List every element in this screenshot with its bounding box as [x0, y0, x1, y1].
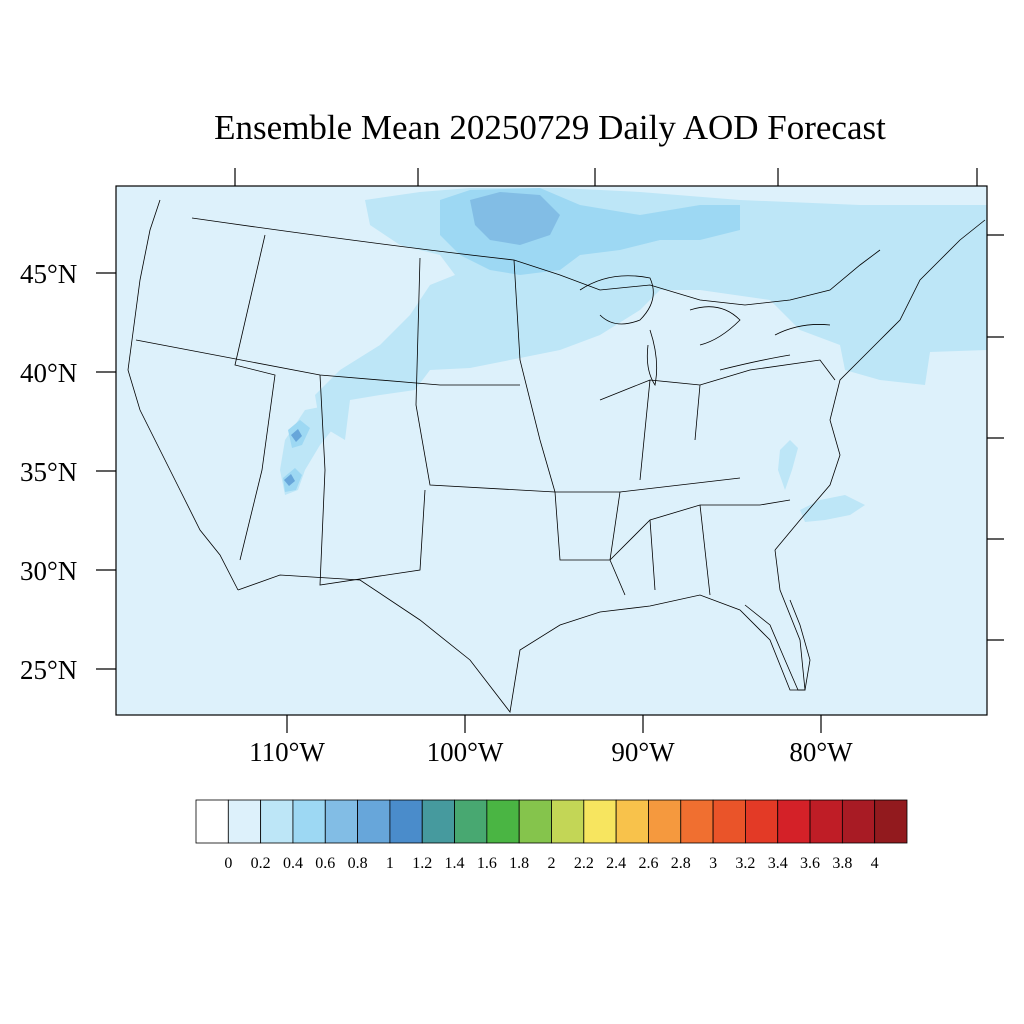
lat-label: 40°N — [20, 358, 77, 388]
colorbar-box — [195, 799, 229, 844]
colorbar — [195, 799, 908, 844]
colorbar-tick-label: 2.2 — [574, 855, 594, 872]
us-canada-border — [191, 217, 881, 306]
state-line-ohio-valley — [599, 359, 836, 401]
aod-plume-layer — [280, 188, 987, 522]
lon-label: 80°W — [789, 737, 853, 767]
colorbar-box — [680, 799, 714, 844]
aod-plume-southeast — [800, 495, 865, 522]
colorbar-tick-label: 0.6 — [315, 855, 335, 872]
colorbar-tick-label: 2.8 — [671, 855, 691, 872]
colorbar-tick-label: 3.4 — [768, 855, 788, 872]
colorbar-box — [454, 799, 488, 844]
aod-plume-mn-max — [470, 192, 560, 245]
colorbar-tick-label: 0.8 — [348, 855, 368, 872]
colorbar-box — [583, 799, 617, 844]
colorbar-tick-label: 3.6 — [800, 855, 820, 872]
colorbar-tick-label: 3 — [709, 855, 717, 872]
pacific-coast — [127, 199, 239, 591]
colorbar-tick-label: 3.8 — [832, 855, 852, 872]
top-ticks — [234, 168, 978, 186]
colorbar-box — [874, 799, 908, 844]
left-ticks — [96, 272, 116, 670]
colorbar-box — [518, 799, 552, 844]
great-lakes — [579, 275, 831, 387]
aod-hotspot-arizona — [284, 474, 295, 486]
aod-plume-virginia — [778, 440, 798, 490]
colorbar-tick-label: 1.8 — [509, 855, 529, 872]
bottom-ticks — [286, 715, 822, 733]
longitude-labels: 110°W 100°W 90°W 80°W — [249, 737, 853, 767]
colorbar-labels: 0 0.2 0.4 0.6 0.8 1 1.2 1.4 1.6 1.8 2 2.2 2.4 2.6 2.8 3… — [224, 855, 878, 872]
colorbar-box — [712, 799, 746, 844]
state-line-plains — [415, 257, 741, 493]
gulf-coast — [237, 549, 806, 713]
state-line-mid — [513, 259, 791, 561]
state-line-east — [609, 379, 711, 596]
colorbar-box — [421, 799, 455, 844]
colorbar-box — [745, 799, 779, 844]
chart-title: Ensemble Mean 20250729 Daily AOD Forecas… — [214, 108, 886, 147]
lat-label: 45°N — [20, 259, 77, 289]
colorbar-box — [648, 799, 682, 844]
colorbar-tick-label: 1.2 — [412, 855, 432, 872]
state-line-west-2 — [234, 234, 276, 561]
colorbar-box — [227, 799, 262, 844]
atlantic-coast — [774, 219, 986, 551]
colorbar-box — [357, 799, 391, 844]
lon-label: 100°W — [427, 737, 504, 767]
lat-label: 30°N — [20, 556, 77, 586]
boundary-lines — [127, 199, 986, 713]
colorbar-box — [777, 799, 811, 844]
colorbar-tick-label: 2 — [548, 855, 556, 872]
colorbar-box — [389, 799, 423, 844]
florida — [744, 599, 811, 691]
right-ticks — [987, 234, 1004, 641]
lon-label: 90°W — [611, 737, 675, 767]
colorbar-tick-label: 4 — [871, 855, 879, 872]
colorbar-tick-label: 1.6 — [477, 855, 497, 872]
colorbar-box — [260, 799, 294, 844]
colorbar-box — [292, 799, 326, 844]
lon-label: 110°W — [249, 737, 325, 767]
colorbar-box — [324, 799, 358, 844]
state-line-west-1 — [135, 339, 520, 386]
colorbar-box — [551, 799, 585, 844]
colorbar-tick-label: 0.4 — [283, 855, 303, 872]
colorbar-box — [486, 799, 520, 844]
map-frame — [115, 185, 988, 716]
colorbar-tick-label: 2.4 — [606, 855, 626, 872]
colorbar-tick-label: 3.2 — [735, 855, 755, 872]
colorbar-box — [841, 799, 876, 844]
colorbar-tick-label: 0.2 — [251, 855, 271, 872]
colorbar-tick-label: 1 — [386, 855, 394, 872]
colorbar-tick-label: 0 — [224, 855, 232, 872]
aod-hotspot-utah — [291, 429, 302, 442]
state-line-south — [319, 374, 426, 586]
latitude-labels: 45°N 40°N 35°N 30°N 25°N — [20, 259, 77, 685]
colorbar-box — [809, 799, 843, 844]
colorbar-tick-label: 1.4 — [445, 855, 465, 872]
colorbar-tick-label: 2.6 — [638, 855, 658, 872]
lat-label: 35°N — [20, 457, 77, 487]
lat-label: 25°N — [20, 655, 77, 685]
colorbar-box — [615, 799, 649, 844]
